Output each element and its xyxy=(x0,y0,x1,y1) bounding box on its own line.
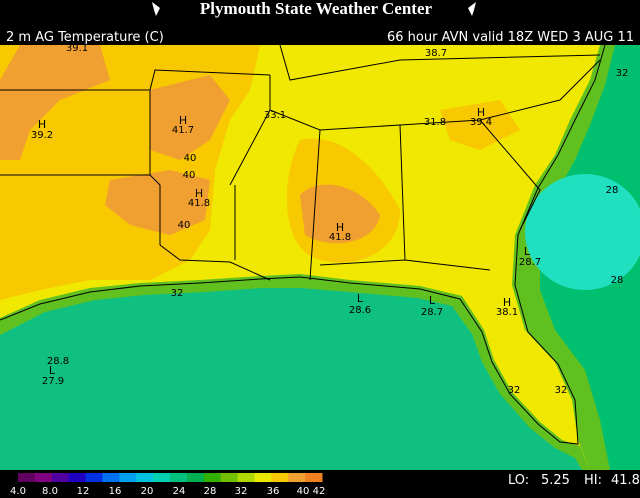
high-marker: H xyxy=(503,296,511,309)
contour-value: 40 xyxy=(183,170,196,181)
contour-value: 32 xyxy=(171,288,184,299)
colorbar-swatch xyxy=(220,473,239,482)
colorbar-tick-label: 42 xyxy=(313,486,326,497)
colorbar-swatch xyxy=(271,473,289,482)
low-marker: L xyxy=(49,364,56,377)
colorbar-swatch xyxy=(186,473,205,482)
extreme-value: 38.1 xyxy=(496,307,518,318)
high-marker: H xyxy=(336,221,344,234)
extreme-value: 39.4 xyxy=(470,117,492,128)
low-value: 5.25 xyxy=(541,473,570,488)
borders xyxy=(0,44,606,445)
extreme-value: 41.8 xyxy=(188,198,210,209)
extreme-value: 41.7 xyxy=(172,125,194,136)
valid-time: 66 hour AVN valid 18Z WED 3 AUG 11 xyxy=(387,30,634,45)
high-marker: H xyxy=(179,114,187,127)
header: Plymouth State Weather Center 2 m AG Tem… xyxy=(6,0,634,45)
colorbar-tick-label: 4.0 xyxy=(10,486,26,497)
extreme-value: 28.7 xyxy=(519,257,541,268)
colorbar: 4.0 8.0 12 16 20 24 28 32 36 40 42 xyxy=(10,473,325,497)
contour-value: 31.8 xyxy=(424,117,446,128)
contour-value: 39.1 xyxy=(66,43,88,54)
colorbar-swatch xyxy=(102,473,120,482)
product-name: 2 m AG Temperature (C) xyxy=(6,30,164,45)
colorbar-swatch xyxy=(18,473,36,482)
colorbar-swatch xyxy=(153,473,171,482)
contour-value: 40 xyxy=(184,153,197,164)
extreme-value: 27.9 xyxy=(42,376,64,387)
contour-labels: 39.1 38.7 32 H 41.7 33.1 31.8 H 39.4 H 3… xyxy=(31,43,629,396)
colorbar-swatch xyxy=(51,473,70,482)
colorbar-tick-label: 8.0 xyxy=(42,486,58,497)
colorbar-tick-label: 24 xyxy=(173,486,186,497)
high-marker: H xyxy=(477,106,485,119)
borders xyxy=(0,44,601,281)
extreme-value: 39.2 xyxy=(31,130,53,141)
extreme-value: 41.8 xyxy=(329,232,351,243)
colorbar-swatch xyxy=(170,473,188,482)
colorbar-swatch xyxy=(119,473,137,482)
contour-value: 28 xyxy=(606,185,619,196)
colorbar-tick-label: 28 xyxy=(204,486,217,497)
contour-value: 38.7 xyxy=(425,48,447,59)
contour-value: 32 xyxy=(508,385,521,396)
low-label: LO: xyxy=(508,473,529,488)
high-marker: H xyxy=(38,118,46,131)
colorbar-swatch xyxy=(305,473,323,482)
colorbar-tick-label: 32 xyxy=(235,486,248,497)
contour-value: 32 xyxy=(555,385,568,396)
colorbar-swatch xyxy=(288,473,306,482)
gulf-water xyxy=(0,288,582,470)
extreme-value: 28.7 xyxy=(421,307,443,318)
high-value: 41.8 xyxy=(611,473,640,488)
contour-value: 32 xyxy=(616,68,629,79)
map: 39.1 38.7 32 H 41.7 33.1 31.8 H 39.4 H 3… xyxy=(0,43,640,470)
hot-region xyxy=(300,184,380,244)
high-label: HI: xyxy=(584,473,602,488)
low-marker: L xyxy=(524,245,531,258)
colorbar-swatch xyxy=(254,473,272,482)
borders xyxy=(0,44,606,445)
low-marker: L xyxy=(429,294,436,307)
colorbar-swatch xyxy=(34,473,53,482)
colorbar-tick-label: 16 xyxy=(109,486,122,497)
footer: LO: 5.25 HI: 41.8 xyxy=(508,473,640,488)
high-marker: H xyxy=(195,187,203,200)
hot-region xyxy=(150,75,230,160)
colorbar-swatch xyxy=(68,473,87,482)
extreme-value: 28.6 xyxy=(349,305,371,316)
colorbar-swatch xyxy=(136,473,154,482)
low-marker: L xyxy=(357,292,364,305)
contour-value: 40 xyxy=(178,220,191,231)
cool-water xyxy=(525,174,640,290)
colorbar-swatch xyxy=(85,473,103,482)
colorbar-swatch xyxy=(203,473,222,482)
colorbar-swatch xyxy=(237,473,255,482)
colorbar-tick-label: 12 xyxy=(77,486,90,497)
hot-region xyxy=(105,170,210,235)
contour-value: 28.8 xyxy=(47,356,69,367)
colorbar-tick-label: 36 xyxy=(267,486,280,497)
contour-value: 33.1 xyxy=(264,110,286,121)
colorbar-tick-label: 40 xyxy=(297,486,310,497)
colorbar-tick-label: 20 xyxy=(141,486,154,497)
contour-value: 28 xyxy=(611,275,624,286)
title: Plymouth State Weather Center xyxy=(200,0,433,18)
hot-region xyxy=(0,45,110,160)
warm-region xyxy=(440,100,520,150)
